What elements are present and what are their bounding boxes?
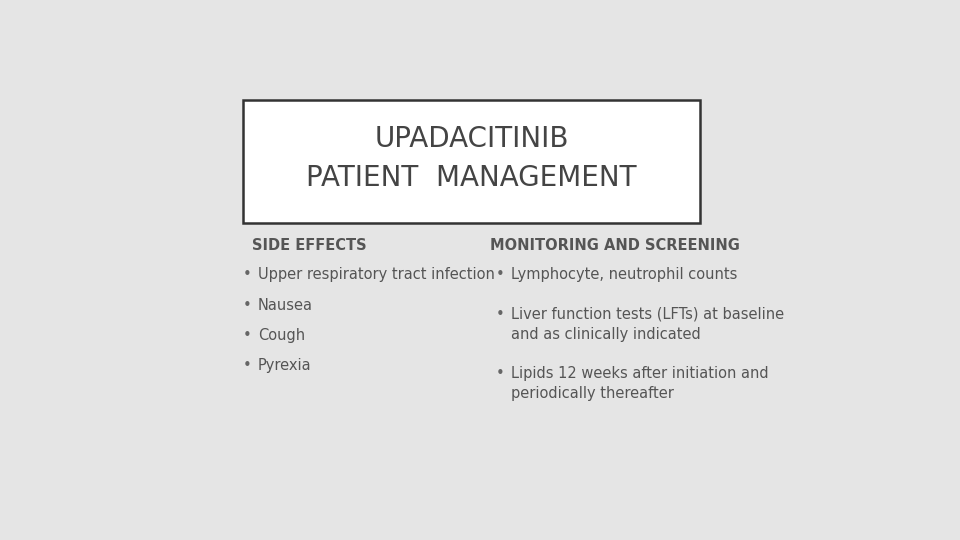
FancyBboxPatch shape [243,100,701,223]
Text: and as clinically indicated: and as clinically indicated [511,327,701,342]
Text: periodically thereafter: periodically thereafter [511,386,674,401]
Text: MONITORING AND SCREENING: MONITORING AND SCREENING [490,238,740,253]
Text: Lymphocyte, neutrophil counts: Lymphocyte, neutrophil counts [511,267,737,282]
Text: Upper respiratory tract infection: Upper respiratory tract infection [257,267,494,282]
Text: UPADACITINIB: UPADACITINIB [374,125,568,153]
Text: Pyrexia: Pyrexia [257,359,311,373]
Text: •: • [243,359,252,373]
Text: •: • [495,267,504,282]
Text: •: • [243,328,252,343]
Text: •: • [495,307,504,322]
Text: Liver function tests (LFTs) at baseline: Liver function tests (LFTs) at baseline [511,307,783,322]
Text: •: • [495,366,504,381]
Text: Cough: Cough [257,328,304,343]
Text: PATIENT  MANAGEMENT: PATIENT MANAGEMENT [306,164,636,192]
Text: Nausea: Nausea [257,298,313,313]
Text: •: • [243,267,252,282]
Text: SIDE EFFECTS: SIDE EFFECTS [252,238,367,253]
Text: •: • [243,298,252,313]
Text: Lipids 12 weeks after initiation and: Lipids 12 weeks after initiation and [511,366,768,381]
